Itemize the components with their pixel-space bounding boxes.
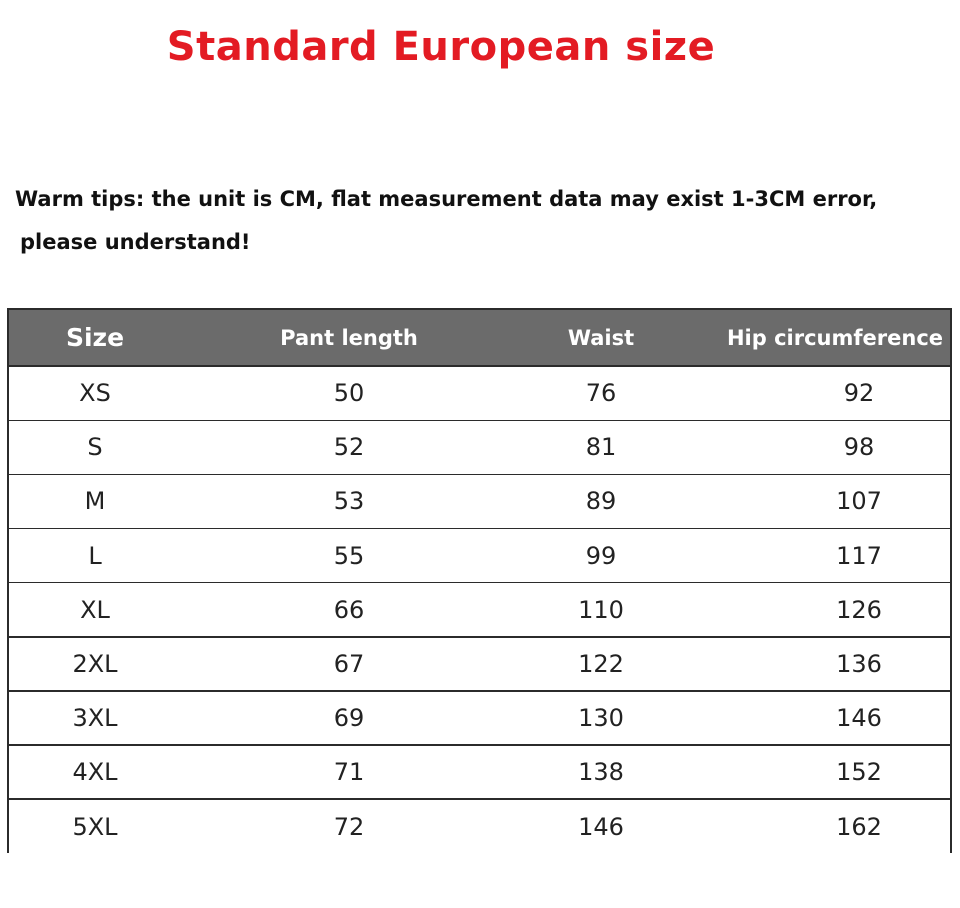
cell-hip-circumference: 152 bbox=[836, 757, 882, 786]
cell-pant-length: 55 bbox=[333, 541, 365, 570]
cell-hip-circumference: 107 bbox=[836, 487, 882, 516]
cell-size: 3XL bbox=[72, 703, 118, 732]
table-row: 2XL 67 122 136 bbox=[9, 637, 950, 693]
table-row: M 53 89 107 bbox=[9, 475, 950, 530]
cell-waist: 81 bbox=[585, 433, 617, 462]
warm-tips-line-2: please understand! bbox=[20, 230, 251, 254]
cell-size: XL bbox=[80, 595, 110, 624]
cell-waist: 89 bbox=[585, 487, 617, 516]
cell-size: S bbox=[87, 433, 103, 462]
header-size: Size bbox=[65, 323, 125, 352]
header-waist: Waist bbox=[567, 325, 635, 350]
size-table: Size Pant length Waist Hip circumference… bbox=[7, 308, 952, 855]
header-pant-length: Pant length bbox=[280, 325, 418, 350]
cell-pant-length: 72 bbox=[333, 813, 365, 842]
table-row: XL 66 110 126 bbox=[9, 583, 950, 638]
page-title: Standard European size bbox=[166, 24, 716, 70]
cell-waist: 99 bbox=[585, 541, 617, 570]
header-hip-circumference: Hip circumference bbox=[726, 325, 944, 350]
cell-pant-length: 67 bbox=[333, 649, 365, 678]
cell-pant-length: 53 bbox=[333, 487, 365, 516]
cell-size: XS bbox=[79, 379, 111, 408]
cell-hip-circumference: 117 bbox=[836, 541, 882, 570]
cell-waist: 76 bbox=[585, 379, 617, 408]
table-header: Size Pant length Waist Hip circumference bbox=[9, 310, 950, 367]
table-row: S 52 81 98 bbox=[9, 421, 950, 476]
cell-waist: 110 bbox=[578, 595, 624, 624]
warm-tips-line-1: Warm tips: the unit is CM, flat measurem… bbox=[15, 187, 878, 211]
cell-size: 4XL bbox=[72, 757, 118, 786]
cell-size: L bbox=[88, 541, 102, 570]
table-row: 3XL 69 130 146 bbox=[9, 691, 950, 747]
table-row: 5XL 72 146 162 bbox=[9, 799, 950, 855]
cell-waist: 130 bbox=[578, 703, 624, 732]
cell-pant-length: 71 bbox=[333, 757, 365, 786]
cell-size: 5XL bbox=[72, 813, 118, 842]
cell-waist: 138 bbox=[578, 757, 624, 786]
cell-hip-circumference: 92 bbox=[843, 379, 875, 408]
table-row: 4XL 71 138 152 bbox=[9, 745, 950, 801]
cell-waist: 122 bbox=[578, 649, 624, 678]
cell-size: 2XL bbox=[72, 649, 118, 678]
cell-pant-length: 69 bbox=[333, 703, 365, 732]
cell-hip-circumference: 126 bbox=[836, 595, 882, 624]
cell-hip-circumference: 136 bbox=[836, 649, 882, 678]
cell-pant-length: 66 bbox=[333, 595, 365, 624]
table-row: L 55 99 117 bbox=[9, 529, 950, 584]
cell-waist: 146 bbox=[578, 813, 624, 842]
table-row: XS 50 76 92 bbox=[9, 367, 950, 422]
cell-pant-length: 52 bbox=[333, 433, 365, 462]
cell-hip-circumference: 146 bbox=[836, 703, 882, 732]
cell-size: M bbox=[84, 487, 106, 516]
cell-hip-circumference: 98 bbox=[843, 433, 875, 462]
cell-hip-circumference: 162 bbox=[836, 813, 882, 842]
cell-pant-length: 50 bbox=[333, 379, 365, 408]
